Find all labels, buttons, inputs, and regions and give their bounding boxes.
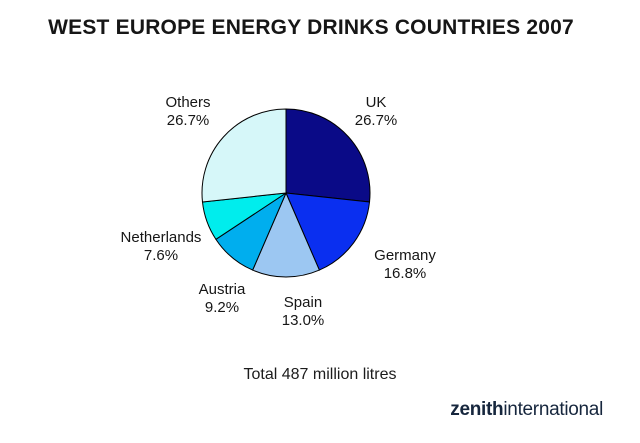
slice-name: Germany bbox=[374, 247, 436, 264]
pie-slices bbox=[201, 108, 371, 278]
slice-name: Netherlands bbox=[120, 229, 202, 246]
slice-name: Others bbox=[165, 94, 211, 111]
slice-name: UK bbox=[365, 94, 387, 111]
pie-slice-uk bbox=[285, 108, 371, 203]
pie-slice-germany bbox=[285, 192, 371, 271]
slice-label-austria: Austria 9.2% bbox=[199, 281, 246, 317]
logo-regular-part: international bbox=[503, 399, 603, 420]
pie-slice-others bbox=[201, 108, 287, 203]
slice-label-germany: Germany 16.8% bbox=[374, 247, 436, 283]
zenith-international-logo: zenithinternational bbox=[450, 399, 603, 421]
slice-label-others: Others 26.7% bbox=[165, 94, 210, 130]
pie-slice-spain bbox=[251, 191, 321, 278]
slice-percent: 7.6% bbox=[143, 247, 179, 264]
slice-percent: 26.7% bbox=[354, 112, 398, 129]
logo-bold-part: zenith bbox=[450, 399, 504, 420]
slice-label-netherlands: Netherlands 7.6% bbox=[121, 229, 202, 265]
total-annotation: Total 487 million litres bbox=[243, 366, 397, 383]
slice-label-spain: Spain 13.0% bbox=[282, 294, 325, 330]
slice-percent: 26.7% bbox=[166, 112, 210, 129]
chart-title: WEST EUROPE ENERGY DRINKS COUNTRIES 2007 bbox=[48, 16, 574, 39]
slice-name: Austria bbox=[198, 281, 246, 298]
slice-percent: 16.8% bbox=[383, 265, 427, 282]
slice-label-uk: UK 26.7% bbox=[355, 94, 398, 130]
slice-name: Spain bbox=[283, 294, 323, 311]
slice-percent: 13.0% bbox=[281, 312, 325, 329]
slice-percent: 9.2% bbox=[204, 299, 240, 316]
